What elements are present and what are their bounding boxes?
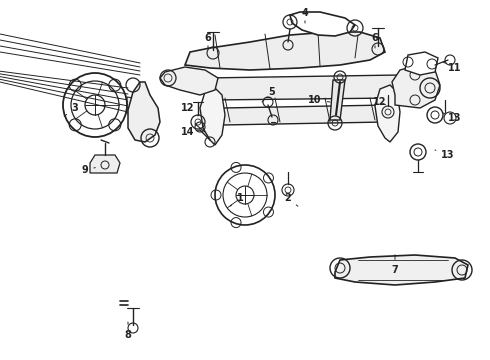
- Polygon shape: [127, 97, 147, 113]
- Text: 13: 13: [435, 150, 455, 160]
- Polygon shape: [160, 67, 218, 95]
- Text: 3: 3: [64, 103, 78, 116]
- Polygon shape: [90, 155, 120, 173]
- Text: 9: 9: [82, 165, 95, 175]
- Text: 2: 2: [285, 193, 298, 206]
- Text: 12: 12: [181, 103, 198, 116]
- Text: 8: 8: [124, 322, 131, 340]
- Polygon shape: [330, 80, 345, 120]
- Text: 1: 1: [230, 193, 244, 206]
- Text: 6: 6: [205, 33, 211, 48]
- Text: 14: 14: [181, 127, 200, 137]
- Text: 7: 7: [392, 255, 398, 275]
- Polygon shape: [185, 32, 385, 70]
- Polygon shape: [200, 88, 225, 145]
- Polygon shape: [222, 105, 388, 125]
- Polygon shape: [290, 12, 355, 36]
- Polygon shape: [392, 65, 440, 108]
- Polygon shape: [205, 75, 400, 100]
- Polygon shape: [405, 52, 438, 75]
- Polygon shape: [335, 255, 468, 285]
- Text: 10: 10: [308, 95, 330, 105]
- Polygon shape: [375, 85, 400, 142]
- Text: 13: 13: [443, 113, 462, 123]
- Text: 6: 6: [371, 33, 378, 48]
- Polygon shape: [128, 82, 160, 142]
- Text: 4: 4: [302, 8, 308, 23]
- Text: 11: 11: [443, 62, 462, 73]
- Text: 5: 5: [262, 87, 275, 102]
- Text: 12: 12: [373, 97, 387, 107]
